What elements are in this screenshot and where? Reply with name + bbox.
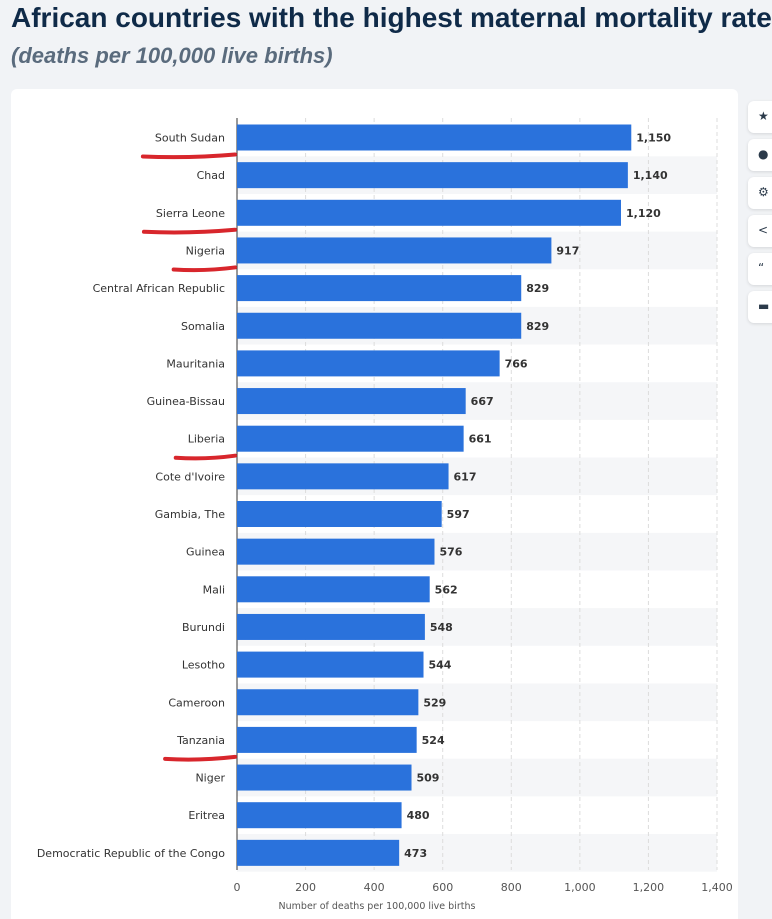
value-label: 661 xyxy=(469,433,492,446)
value-label: 829 xyxy=(526,282,549,295)
share-button[interactable]: < xyxy=(748,215,772,247)
category-label: Central African Republic xyxy=(93,282,225,295)
category-label: Niger xyxy=(195,772,225,785)
category-label: Lesotho xyxy=(182,659,225,672)
quote-button[interactable]: “ xyxy=(748,253,772,285)
x-tick-label: 1,400 xyxy=(701,881,733,894)
quote-icon: “ xyxy=(758,261,765,275)
value-label: 1,120 xyxy=(626,207,661,220)
value-label: 562 xyxy=(435,583,458,596)
category-label: South Sudan xyxy=(155,132,225,145)
value-label: 576 xyxy=(439,546,462,559)
chart-title: African countries with the highest mater… xyxy=(11,2,772,33)
value-label: 473 xyxy=(404,847,427,860)
category-label: Cameroon xyxy=(168,696,225,709)
category-label: Burundi xyxy=(182,621,225,634)
category-label: Somalia xyxy=(181,320,225,333)
value-label: 544 xyxy=(429,659,452,672)
bell-button[interactable]: ● xyxy=(748,139,772,171)
bar xyxy=(237,162,628,189)
category-label: Sierra Leone xyxy=(156,207,225,220)
star-button[interactable]: ★ xyxy=(748,101,772,133)
print-icon: ▬ xyxy=(758,299,770,313)
bar xyxy=(237,388,466,415)
chart-toolbar: ★ ● ⚙ < “ ▬ xyxy=(748,101,772,329)
bar xyxy=(237,689,419,716)
highlight-underline xyxy=(163,754,237,762)
bar xyxy=(237,463,449,490)
bar xyxy=(237,350,500,377)
category-label: Tanzania xyxy=(176,734,225,747)
category-label: Mali xyxy=(203,583,225,596)
highlight-underline xyxy=(173,453,237,461)
bar xyxy=(237,538,435,565)
bar xyxy=(237,199,621,226)
bar xyxy=(237,613,425,640)
value-label: 480 xyxy=(407,809,430,822)
bar xyxy=(237,425,464,452)
value-label: 766 xyxy=(505,357,528,370)
category-label: Nigeria xyxy=(186,244,225,257)
value-label: 829 xyxy=(526,320,549,333)
bell-icon: ● xyxy=(758,147,769,161)
bar xyxy=(237,651,424,678)
x-tick-label: 600 xyxy=(432,881,453,894)
category-label: Eritrea xyxy=(188,809,225,822)
x-tick-label: 200 xyxy=(295,881,316,894)
bar xyxy=(237,501,442,527)
category-label: Guinea xyxy=(186,546,225,559)
value-label: 548 xyxy=(430,621,453,634)
category-label: Gambia, The xyxy=(155,508,225,521)
x-axis-title: Number of deaths per 100,000 live births xyxy=(279,901,476,912)
value-label: 529 xyxy=(423,696,446,709)
x-tick-label: 1,200 xyxy=(633,881,665,894)
x-tick-label: 0 xyxy=(234,881,241,894)
highlight-underline xyxy=(141,227,237,235)
category-label: Chad xyxy=(197,169,225,182)
bar xyxy=(237,237,552,264)
gear-button[interactable]: ⚙ xyxy=(748,177,772,209)
x-tick-label: 1,000 xyxy=(564,881,596,894)
bar xyxy=(237,839,400,866)
highlight-underline xyxy=(171,265,237,273)
value-label: 1,140 xyxy=(633,169,668,182)
share-icon: < xyxy=(758,223,769,237)
value-label: 597 xyxy=(447,508,470,521)
bar xyxy=(237,275,522,302)
highlight-underline xyxy=(140,152,237,160)
x-tick-label: 800 xyxy=(501,881,522,894)
bar xyxy=(237,764,412,791)
gear-icon: ⚙ xyxy=(758,185,769,199)
print-button[interactable]: ▬ xyxy=(748,291,772,323)
category-label: Mauritania xyxy=(166,357,225,370)
chart-subtitle: (deaths per 100,000 live births) xyxy=(11,43,333,68)
value-label: 524 xyxy=(422,734,445,747)
star-icon: ★ xyxy=(758,109,769,123)
bar xyxy=(237,726,417,753)
value-label: 617 xyxy=(454,470,477,483)
category-label: Liberia xyxy=(188,433,225,446)
x-tick-label: 400 xyxy=(364,881,385,894)
category-label: Democratic Republic of the Congo xyxy=(37,847,225,860)
bar xyxy=(237,124,632,151)
bar xyxy=(237,312,522,339)
bar xyxy=(237,576,430,603)
value-label: 917 xyxy=(556,244,579,257)
value-label: 509 xyxy=(417,772,440,785)
bar xyxy=(237,802,402,829)
value-label: 667 xyxy=(471,395,494,408)
category-label: Guinea-Bissau xyxy=(147,395,225,408)
category-label: Cote d'Ivoire xyxy=(155,470,225,483)
value-label: 1,150 xyxy=(636,132,671,145)
